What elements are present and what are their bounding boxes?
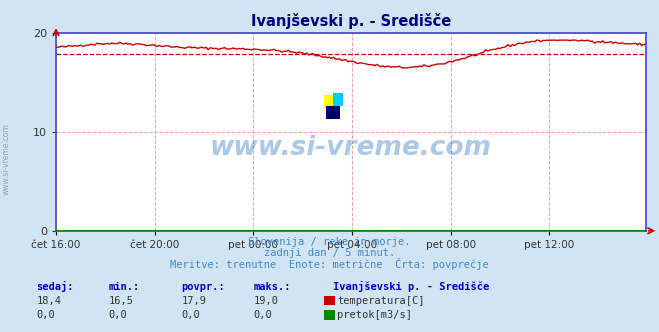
Text: 0,0: 0,0 [109,310,127,320]
Text: zadnji dan / 5 minut.: zadnji dan / 5 minut. [264,248,395,258]
Text: 0,0: 0,0 [36,310,55,320]
Text: maks.:: maks.: [254,282,291,291]
Text: temperatura[C]: temperatura[C] [337,296,425,306]
Text: 16,5: 16,5 [109,296,134,306]
Text: 0,0: 0,0 [254,310,272,320]
Text: www.si-vreme.com: www.si-vreme.com [210,135,492,161]
Text: 19,0: 19,0 [254,296,279,306]
Bar [333,93,343,106]
Title: Ivanjševski p. - Središče: Ivanjševski p. - Središče [251,13,451,29]
Text: 18,4: 18,4 [36,296,61,306]
Bar [326,106,340,119]
Text: pretok[m3/s]: pretok[m3/s] [337,310,413,320]
Text: www.si-vreme.com: www.si-vreme.com [2,124,11,195]
Text: sedaj:: sedaj: [36,281,74,291]
Text: min.:: min.: [109,282,140,291]
Text: 0,0: 0,0 [181,310,200,320]
Text: Slovenija / reke in morje.: Slovenija / reke in morje. [248,237,411,247]
Text: povpr.:: povpr.: [181,282,225,291]
Text: Ivanjševski p. - Središče: Ivanjševski p. - Središče [333,281,489,291]
Bar [324,95,334,108]
Text: 17,9: 17,9 [181,296,206,306]
Text: Meritve: trenutne  Enote: metrične  Črta: povprečje: Meritve: trenutne Enote: metrične Črta: … [170,258,489,270]
